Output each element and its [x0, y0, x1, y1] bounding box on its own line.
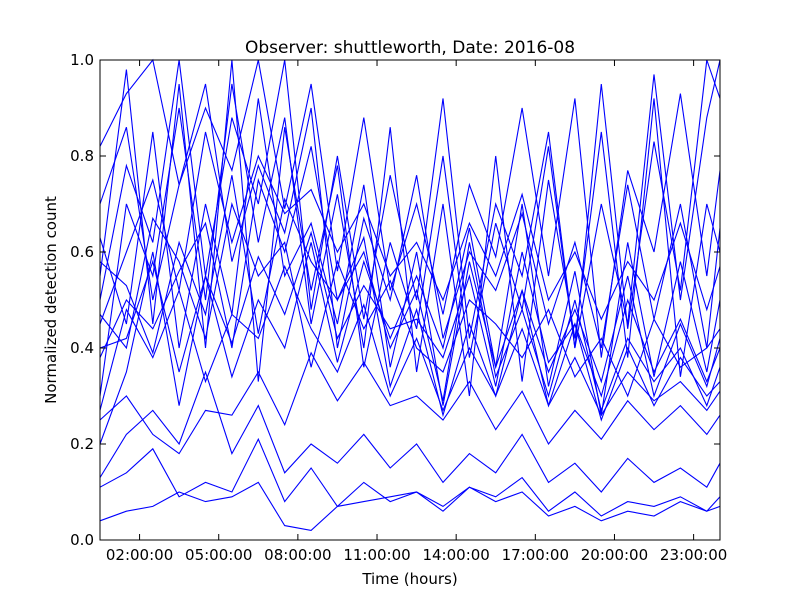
y-tick-label: 0.8 [70, 147, 94, 165]
plot-background [100, 60, 720, 540]
series-line-17 [99, 264, 721, 417]
x-tick-label: 17:00:00 [502, 546, 569, 564]
x-tick-label: 05:00:00 [185, 546, 252, 564]
plot-area [99, 58, 721, 541]
series-line-8 [99, 83, 721, 397]
y-axis-label: Normalized detection count [42, 196, 60, 404]
chart-title: Observer: shuttleworth, Date: 2016-08 [245, 38, 575, 58]
series-line-14 [99, 146, 721, 422]
series-line-6 [99, 481, 721, 531]
series-line-2 [99, 175, 721, 413]
x-tick-label: 23:00:00 [660, 546, 727, 564]
plot-frame [99, 59, 721, 541]
series-line-12 [99, 370, 721, 493]
y-axis: 0.0 0.2 0.4 0.6 0.8 1.0 [70, 51, 720, 549]
series-layer [99, 58, 721, 531]
y-tick-label: 0.2 [70, 435, 94, 453]
series-line-1 [99, 58, 721, 358]
series-line-7 [99, 131, 721, 325]
x-tick-label: 02:00:00 [106, 546, 173, 564]
series-line-4 [99, 351, 721, 455]
x-axis: 02:00:00 05:00:00 08:00:00 11:00:00 14:00:00… [106, 60, 727, 564]
series-line-15 [99, 83, 721, 349]
y-tick-label: 0.6 [70, 243, 94, 261]
y-tick-label: 1.0 [70, 51, 94, 69]
y-tick-label: 0.0 [70, 531, 94, 549]
series-line-16 [99, 201, 721, 398]
y-tick-label: 0.4 [70, 339, 94, 357]
x-tick-label: 20:00:00 [581, 546, 648, 564]
x-tick-label: 14:00:00 [422, 546, 489, 564]
x-tick-label: 08:00:00 [264, 546, 331, 564]
series-line-11 [99, 98, 721, 416]
x-axis-label: Time (hours) [361, 570, 457, 588]
x-tick-label: 11:00:00 [343, 546, 410, 564]
series-line-13 [99, 59, 721, 349]
